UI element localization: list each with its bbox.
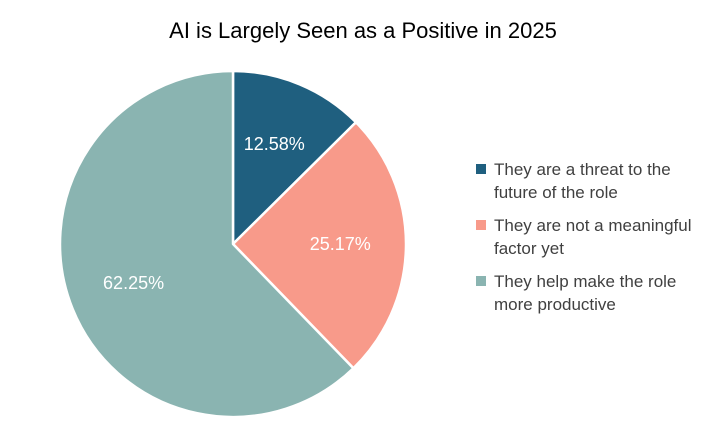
legend-item-not-meaningful: They are not a meaningful factor yet: [476, 214, 716, 260]
legend-label-not-meaningful: They are not a meaningful factor yet: [494, 216, 692, 258]
legend-label-productive: They help make the role more productive: [494, 272, 677, 314]
legend-label-threat: They are a threat to the future of the r…: [494, 160, 671, 202]
pie-slice-threat: [231, 69, 358, 246]
slice-label-not-meaningful: 25.17%: [310, 234, 371, 254]
legend-item-productive: They help make the role more productive: [476, 270, 716, 316]
legend-swatch-not-meaningful: [476, 220, 486, 230]
pie-slice-not-meaningful: [231, 121, 408, 370]
legend-swatch-threat: [476, 164, 486, 174]
legend-swatch-productive: [476, 276, 486, 286]
slice-label-threat: 12.58%: [244, 134, 305, 154]
legend: They are a threat to the future of the r…: [476, 158, 716, 326]
legend-item-threat: They are a threat to the future of the r…: [476, 158, 716, 204]
chart-title: AI is Largely Seen as a Positive in 2025: [169, 18, 557, 43]
slice-label-productive: 62.25%: [103, 273, 164, 293]
pie-slice-productive: [58, 69, 355, 419]
